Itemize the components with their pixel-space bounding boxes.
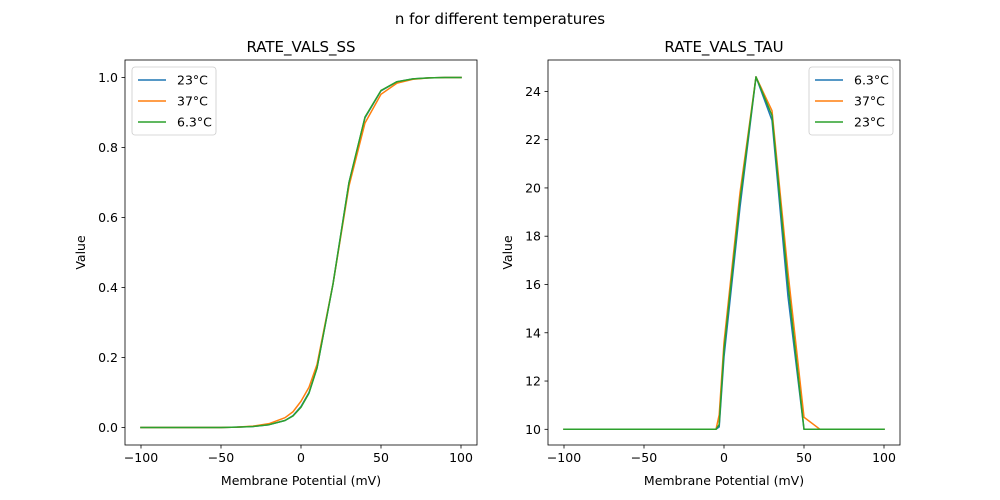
- y-axis-label: Value: [73, 235, 88, 270]
- legend: 6.3°C 37°C 23°C: [808, 66, 894, 136]
- chart-rate-vals-tau: RATE_VALS_TAU Membrane Potential (mV) Va…: [500, 38, 901, 488]
- y-tick-label: 16: [525, 277, 541, 292]
- y-tick-label: 0.6: [98, 210, 118, 225]
- y-tick-label: 10: [525, 422, 541, 437]
- legend-entry: 6.3°C: [854, 73, 889, 88]
- y-tick-label: 12: [525, 374, 541, 389]
- x-tick-label: −100: [124, 450, 158, 465]
- y-tick-label: 1.0: [98, 70, 118, 85]
- series-line: [563, 76, 885, 431]
- x-tick-label: 50: [373, 450, 389, 465]
- y-tick-label: 18: [525, 229, 541, 244]
- legend: 23°C 37°C 6.3°C: [131, 66, 217, 136]
- x-tick-label: −50: [208, 450, 234, 465]
- y-tick-label: 24: [525, 84, 541, 99]
- x-tick-label: 50: [796, 450, 812, 465]
- x-axis-label: Membrane Potential (mV): [221, 473, 381, 488]
- x-tick-label: 100: [872, 450, 896, 465]
- y-tick-label: 14: [525, 325, 541, 340]
- y-tick-label: 22: [525, 132, 541, 147]
- chart-rate-vals-ss: RATE_VALS_SS Membrane Potential (mV) Val…: [73, 38, 478, 488]
- y-tick-label: 0.8: [98, 140, 118, 155]
- x-tick-label: −50: [631, 450, 657, 465]
- legend-entry: 23°C: [177, 73, 208, 88]
- x-tick-label: 0: [297, 450, 305, 465]
- legend-entry: 6.3°C: [177, 115, 212, 130]
- x-tick-label: 0: [720, 450, 728, 465]
- y-tick-label: 0.2: [98, 350, 118, 365]
- y-tick-label: 20: [525, 180, 541, 195]
- x-axis-label: Membrane Potential (mV): [644, 473, 804, 488]
- chart-title: RATE_VALS_SS: [246, 38, 355, 57]
- axes-frame: [547, 59, 901, 446]
- figure-title: n for different temperatures: [395, 10, 605, 28]
- y-tick-label: 0.0: [98, 420, 118, 435]
- x-tick-label: 100: [449, 450, 473, 465]
- x-tick-label: −100: [547, 450, 581, 465]
- chart-title: RATE_VALS_TAU: [664, 38, 783, 57]
- y-tick-label: 0.4: [98, 280, 118, 295]
- legend-entry: 23°C: [854, 115, 885, 130]
- series-line: [140, 76, 462, 429]
- axes-frame: [124, 59, 478, 446]
- legend-entry: 37°C: [854, 94, 885, 109]
- y-axis-label: Value: [500, 235, 515, 270]
- legend-entry: 37°C: [177, 94, 208, 109]
